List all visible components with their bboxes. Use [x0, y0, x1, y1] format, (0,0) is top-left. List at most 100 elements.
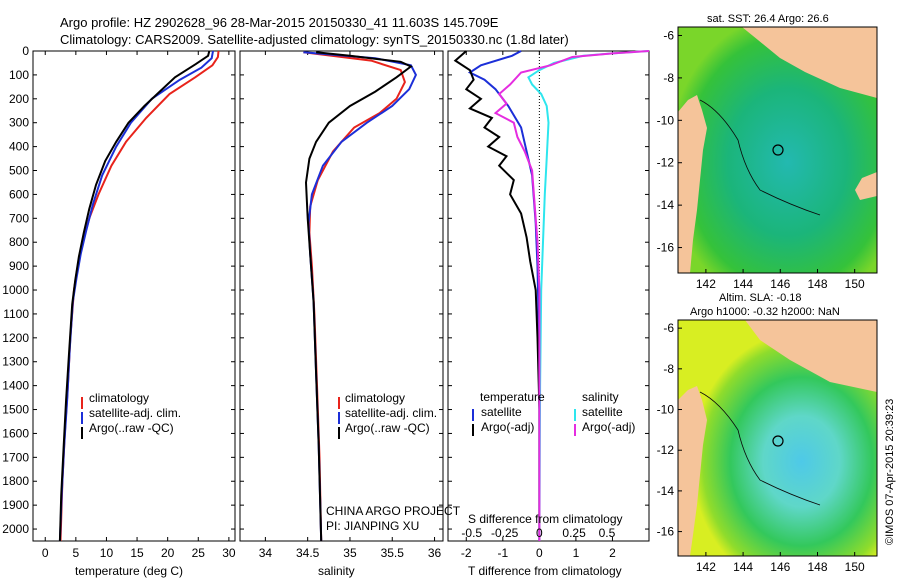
- project-pi: PI: JIANPING XU: [326, 519, 419, 533]
- legend-label-s-argo: Argo(-adj): [582, 420, 635, 434]
- difference-profile-panel: -2 -1 0 1 2: [447, 50, 650, 560]
- sla-map-axes: 142 144 146 148 150 -6 -8 -10 -12 -14 -16: [657, 321, 865, 574]
- depth-tick-label: 2000: [2, 522, 29, 536]
- s-diff-tick-label: 0: [536, 526, 543, 540]
- sla-bathy-contour: [699, 391, 821, 506]
- depth-tick-label: 1600: [2, 426, 29, 440]
- x-tick-label: 1: [573, 546, 580, 560]
- lon-tick-label: 144: [733, 277, 753, 291]
- sst-argo-marker: [772, 144, 784, 156]
- lat-tick-label: -16: [657, 525, 675, 539]
- lat-tick-label: -6: [663, 321, 674, 335]
- depth-axis-labels: 0 100 200 300 400 500 600 700 800 900 1000 1100 1200…: [2, 44, 29, 536]
- lon-tick-label: 144: [733, 560, 753, 574]
- depth-tick-label: 1900: [2, 498, 29, 512]
- header-title-line1: Argo profile: HZ 2902628_96 28-Mar-2015 …: [60, 15, 499, 30]
- x-tick-label: 15: [130, 546, 144, 560]
- sst-map-frame: [677, 26, 878, 274]
- lat-tick-label: -10: [657, 113, 675, 127]
- sst-land-islands: [855, 172, 877, 200]
- sst-map: [677, 26, 878, 274]
- lon-tick-label: 142: [696, 277, 716, 291]
- depth-tick-label: 400: [9, 140, 29, 154]
- lat-tick-label: -12: [657, 443, 675, 457]
- header-title-line2: Climatology: CARS2009. Satellite-adjuste…: [60, 32, 569, 47]
- sst-land-australia: [678, 95, 707, 273]
- lon-tick-label: 148: [807, 277, 827, 291]
- depth-tick-label: 200: [9, 92, 29, 106]
- legend-label-s-satellite: satellite: [582, 405, 623, 419]
- lon-tick-label: 142: [696, 560, 716, 574]
- sla-land-png: [678, 320, 877, 392]
- x-tick-label: 34.5: [296, 546, 320, 560]
- depth-tick-label: 300: [9, 116, 29, 130]
- lon-tick-label: 150: [845, 560, 865, 574]
- sla-map-title-line1: Altim. SLA: -0.18: [719, 292, 802, 304]
- legend-label-argo: Argo(..raw -QC): [345, 421, 430, 435]
- depth-tick-label: 0: [22, 44, 29, 58]
- depth-tick-label: 1500: [2, 403, 29, 417]
- depth-tick-label: 1200: [2, 331, 29, 345]
- x-tick-label: 36: [428, 546, 442, 560]
- x-tick-label: -1: [497, 546, 508, 560]
- legend-label-climatology: climatology: [89, 391, 149, 405]
- s-diff-tick-label: 0.25: [562, 526, 586, 540]
- lat-tick-label: -8: [663, 71, 674, 85]
- lon-tick-label: 150: [845, 277, 865, 291]
- sla-argo-marker: [772, 435, 784, 447]
- t-diff-axis-label: T difference from climatology: [468, 564, 622, 578]
- imos-credit: ©IMOS 07-Apr-2015 20:39:23: [884, 399, 896, 545]
- lon-tick-label: 148: [807, 560, 827, 574]
- sla-map-frame: [677, 319, 878, 557]
- sst-bathy-contour: [699, 99, 821, 216]
- legend-label-argo: Argo(..raw -QC): [89, 421, 174, 435]
- depth-tick-label: 1100: [3, 307, 29, 321]
- x-tick-label: 0: [42, 546, 49, 560]
- x-tick-label: 30: [222, 546, 236, 560]
- sla-map-title-line2: Argo h1000: -0.32 h2000: NaN: [690, 306, 840, 318]
- x-tick-label: 35.5: [381, 546, 405, 560]
- lat-tick-label: -12: [657, 156, 675, 170]
- sst-map-axes: 142 144 146 148 150 -6 -8 -10 -12 -14 -16: [657, 28, 865, 291]
- x-tick-label: 10: [100, 546, 114, 560]
- series-line-argo-adj-: [493, 50, 650, 541]
- lon-tick-label: 146: [770, 277, 790, 291]
- difference-legend: temperature satellite Argo(-adj) salinit…: [472, 390, 635, 436]
- legend-label-satellite: satellite-adj. clim.: [345, 406, 437, 420]
- x-tick-label: 0: [536, 546, 543, 560]
- depth-tick-label: 100: [9, 68, 29, 82]
- depth-tick-label: 500: [9, 164, 29, 178]
- x-tick-label: -2: [461, 546, 472, 560]
- project-name: CHINA ARGO PROJECT: [326, 504, 461, 518]
- x-tick-label: 34: [259, 546, 273, 560]
- sst-map-title: sat. SST: 26.4 Argo: 26.6: [707, 13, 829, 25]
- series-line-argo-adj-: [453, 50, 541, 541]
- s-diff-tick-label: -0.25: [491, 526, 519, 540]
- temperature-profile-panel: 0 5 10 15 20 25 30: [32, 50, 236, 560]
- legend-title-temperature: temperature: [480, 390, 545, 404]
- lat-tick-label: -16: [657, 241, 675, 255]
- depth-tick-label: 1300: [2, 355, 29, 369]
- temperature-axis-label: temperature (deg C): [75, 564, 183, 578]
- depth-tick-label: 1000: [2, 283, 29, 297]
- plot-frame: [239, 50, 444, 542]
- lat-tick-label: -14: [657, 198, 675, 212]
- legend-title-salinity: salinity: [582, 390, 619, 404]
- sla-map: [677, 319, 878, 557]
- lat-tick-label: -8: [663, 362, 674, 376]
- lat-tick-label: -6: [663, 28, 674, 42]
- lat-tick-label: -10: [657, 403, 675, 417]
- salinity-profile-panel: 34 34.5 35 35.5 36: [239, 50, 444, 560]
- depth-tick-label: 1400: [2, 379, 29, 393]
- x-tick-label: 5: [73, 546, 80, 560]
- depth-tick-label: 800: [9, 235, 29, 249]
- lat-tick-label: -14: [657, 484, 675, 498]
- lon-tick-label: 146: [770, 560, 790, 574]
- depth-tick-label: 700: [9, 211, 29, 225]
- salinity-legend: climatology satellite-adj. clim. Argo(..…: [338, 391, 437, 439]
- x-tick-label: 25: [192, 546, 206, 560]
- sla-land-australia: [678, 386, 707, 556]
- series-line-argo-raw-qc-: [58, 50, 211, 542]
- legend-label-t-satellite: satellite: [481, 405, 522, 419]
